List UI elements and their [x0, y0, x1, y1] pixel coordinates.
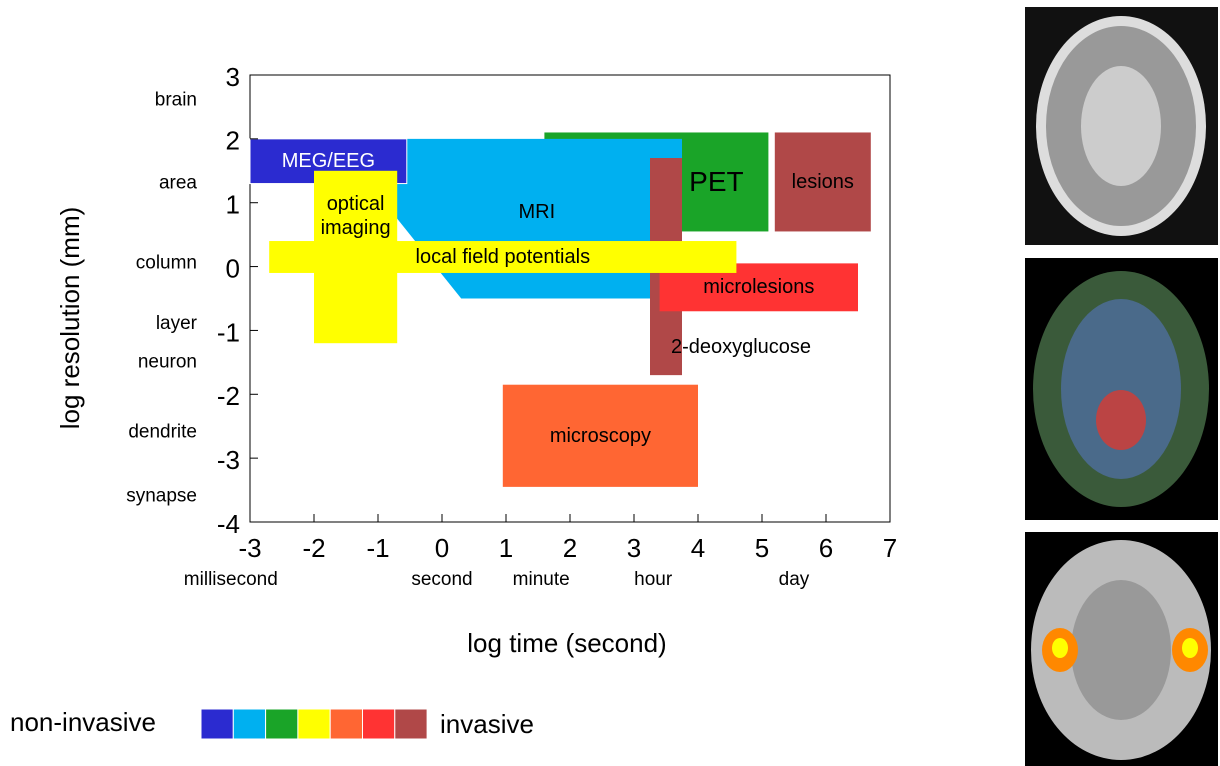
brain-image	[1061, 299, 1181, 479]
scale-swatch	[394, 708, 428, 740]
y-tick-label: 1	[226, 190, 240, 220]
y-tick-label: 3	[226, 62, 240, 92]
time-scale-label: hour	[634, 569, 673, 590]
x-tick-label: 3	[627, 533, 641, 563]
x-tick-label: 7	[883, 533, 897, 563]
technique-box	[269, 241, 737, 273]
x-tick-label: -1	[366, 533, 389, 563]
y-tick-label: -3	[217, 445, 240, 475]
brain-image	[1182, 638, 1198, 658]
brain-image	[1081, 66, 1161, 186]
size-scale-label: area	[159, 173, 197, 194]
y-tick-label: 2	[226, 126, 240, 156]
technique-box	[774, 132, 871, 232]
technique-label: MEG/EEG	[281, 150, 376, 173]
scale-swatch	[232, 708, 267, 740]
scale-high-label: invasive	[440, 709, 534, 739]
technique-label: microlesions	[703, 276, 815, 299]
time-scale-label: millisecond	[184, 569, 278, 590]
technique-label: PET	[689, 165, 744, 197]
brain-image	[1071, 580, 1171, 720]
scale-low-label: non-invasive	[10, 707, 156, 737]
y-tick-label: 0	[226, 253, 240, 283]
x-axis-title: log time (second)	[467, 628, 666, 658]
x-tick-label: 0	[435, 533, 449, 563]
x-tick-label: 5	[755, 533, 769, 563]
y-tick-label: -4	[217, 509, 240, 539]
y-tick-label: -2	[217, 381, 240, 411]
size-scale-label: layer	[156, 313, 198, 334]
technique-label: 2-deoxyglucose	[670, 335, 812, 358]
y-axis-title: log resolution (mm)	[55, 207, 85, 430]
size-scale-label: brain	[155, 90, 197, 111]
size-scale-label: neuron	[138, 351, 197, 372]
x-tick-label: -2	[302, 533, 325, 563]
time-scale-label: second	[411, 569, 472, 590]
x-tick-label: -3	[238, 533, 261, 563]
size-scale-label: synapse	[126, 485, 197, 506]
brain-image	[1052, 638, 1068, 658]
brain-images	[1025, 7, 1218, 766]
time-scale-label: minute	[513, 569, 570, 590]
scale-swatch	[329, 708, 364, 740]
x-tick-label: 2	[563, 533, 577, 563]
brain-image	[1096, 390, 1146, 450]
technique-label: lesions	[791, 170, 854, 193]
time-scale-label: day	[779, 569, 810, 590]
x-tick-label: 4	[691, 533, 705, 563]
technique-label: local field potentials	[415, 245, 591, 268]
scale-swatch	[297, 708, 331, 740]
technique-label: microscopy	[549, 424, 651, 447]
x-tick-label: 6	[819, 533, 833, 563]
scale-swatch	[362, 708, 396, 740]
technique-box	[502, 384, 698, 487]
y-tick-label: -1	[217, 317, 240, 347]
x-tick-label: 1	[499, 533, 513, 563]
size-scale-label: column	[136, 252, 197, 273]
scale-swatch	[200, 708, 234, 740]
size-scale-label: dendrite	[128, 422, 197, 443]
scale-swatch	[265, 708, 299, 740]
technique-label: optical imaging	[320, 192, 391, 239]
technique-label: MRI	[518, 200, 556, 223]
